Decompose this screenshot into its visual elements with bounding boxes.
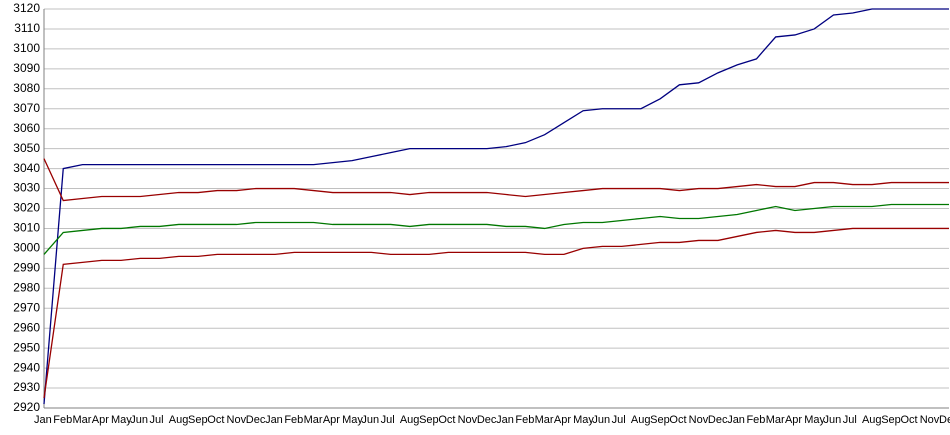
y-tick-label: 3040	[13, 161, 40, 175]
y-tick-label: 3000	[13, 241, 40, 255]
x-tick-label: Sep	[881, 414, 901, 426]
x-tick-label: Apr	[323, 414, 340, 426]
y-tick-label: 3120	[13, 1, 40, 15]
x-tick-label: Sep	[650, 414, 670, 426]
x-tick-label: Oct	[438, 414, 455, 426]
x-tick-label: Nov	[689, 414, 709, 426]
x-tick-label: Dec	[708, 414, 728, 426]
x-tick-label: Mar	[304, 414, 323, 426]
y-tick-label: 3070	[13, 101, 40, 115]
y-tick-label: 3110	[14, 21, 40, 35]
x-tick-label: Feb	[53, 414, 72, 426]
x-tick-label: Feb	[515, 414, 534, 426]
y-tick-label: 3050	[13, 141, 40, 155]
x-tick-label: May	[804, 414, 825, 426]
y-tick-label: 2940	[13, 360, 40, 374]
x-tick-label: Feb	[746, 414, 765, 426]
x-tick-label: Jan	[727, 414, 745, 426]
x-tick-label: Jun	[130, 414, 148, 426]
x-tick-label: Mar	[766, 414, 785, 426]
x-tick-label: Feb	[284, 414, 303, 426]
x-tick-label: Nov	[920, 414, 940, 426]
x-tick-label: Oct	[207, 414, 224, 426]
x-tick-label: Mar	[535, 414, 554, 426]
x-tick-label: Jul	[381, 414, 395, 426]
x-tick-label: Dec	[246, 414, 266, 426]
y-tick-label: 3100	[13, 41, 40, 55]
x-tick-label: Oct	[669, 414, 686, 426]
y-tick-label: 3020	[13, 201, 40, 215]
series-line	[43, 8, 949, 405]
y-tick-label: 2980	[13, 280, 40, 294]
y-tick-label: 3090	[13, 61, 40, 75]
x-tick-label: Mar	[73, 414, 92, 426]
x-tick-label: Jul	[843, 414, 857, 426]
x-tick-label: Jun	[823, 414, 841, 426]
x-tick-label: Nov	[458, 414, 478, 426]
x-tick-label: Aug	[169, 414, 189, 426]
x-tick-label: Aug	[631, 414, 651, 426]
x-tick-label: May	[342, 414, 363, 426]
x-tick-label: Apr	[554, 414, 571, 426]
x-tick-label: Jun	[592, 414, 610, 426]
x-tick-label: Jan	[496, 414, 514, 426]
y-tick-label: 2920	[13, 400, 40, 414]
x-tick-label: Oct	[900, 414, 917, 426]
x-tick-label: Sep	[188, 414, 208, 426]
x-tick-label: Jul	[612, 414, 626, 426]
x-tick-label: Apr	[92, 414, 109, 426]
x-tick-label: Aug	[400, 414, 420, 426]
x-tick-label: Jan	[265, 414, 283, 426]
series-line	[43, 158, 949, 202]
y-tick-label: 3030	[13, 181, 40, 195]
y-tick-label: 2930	[13, 380, 40, 394]
y-tick-label: 2950	[13, 340, 40, 354]
x-tick-label: Dec	[939, 414, 950, 426]
x-tick-label: Jun	[361, 414, 379, 426]
y-tick-label: 2990	[13, 261, 40, 275]
y-tick-label: 3060	[13, 121, 40, 135]
y-tick-label: 3080	[13, 81, 40, 95]
y-tick-label: 3010	[13, 221, 40, 235]
x-tick-label: Dec	[477, 414, 497, 426]
series-line	[43, 227, 949, 399]
x-tick-label: Sep	[419, 414, 439, 426]
x-tick-label: Jul	[150, 414, 164, 426]
x-tick-label: Jan	[34, 414, 52, 426]
x-tick-label: Nov	[227, 414, 247, 426]
x-tick-label: May	[111, 414, 132, 426]
x-tick-label: Aug	[862, 414, 882, 426]
x-tick-label: Apr	[785, 414, 802, 426]
y-tick-label: 2960	[13, 320, 40, 334]
x-tick-label: May	[573, 414, 594, 426]
y-tick-label: 2970	[13, 300, 40, 314]
series-line	[43, 203, 949, 255]
